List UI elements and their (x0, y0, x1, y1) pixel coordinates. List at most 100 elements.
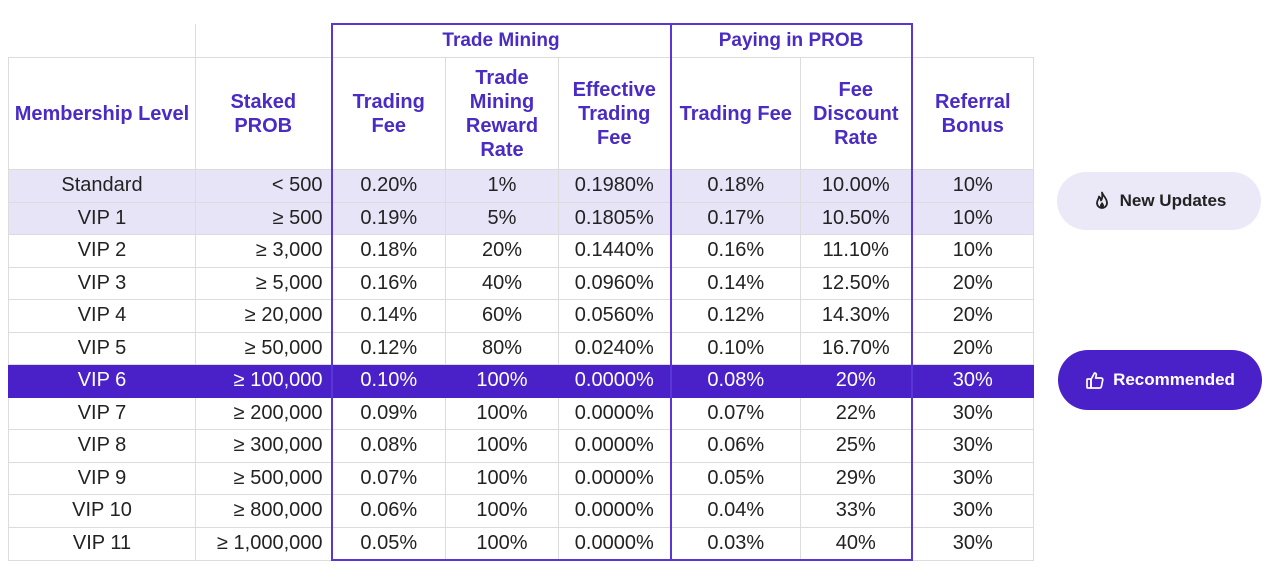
group-spacer (911, 23, 1035, 58)
cell-tm-trading-fee: 0.09% (330, 396, 446, 430)
cell-referral-bonus: 30% (911, 429, 1035, 463)
cell-membership-level: VIP 5 (8, 331, 196, 365)
cell-pp-discount-rate: 12.50% (800, 266, 913, 300)
cell-tm-trading-fee: 0.05% (330, 526, 446, 561)
cell-membership-level: VIP 6 (8, 364, 196, 398)
fee-tier-table: Trade Mining Paying in PROB Membership L… (8, 23, 1035, 561)
cell-tm-trading-fee: 0.20% (330, 169, 446, 203)
cell-staked-prob: ≥ 800,000 (195, 494, 332, 528)
cell-tm-effective-fee: 0.0000% (557, 429, 672, 463)
cell-membership-level: VIP 8 (8, 429, 196, 463)
cell-pp-trading-fee: 0.10% (669, 331, 802, 365)
cell-staked-prob: ≥ 500,000 (195, 461, 332, 495)
cell-pp-trading-fee: 0.17% (669, 201, 802, 235)
cell-staked-prob: ≥ 5,000 (195, 266, 332, 300)
cell-referral-bonus: 30% (911, 494, 1035, 528)
cell-tm-effective-fee: 0.0000% (557, 494, 672, 528)
new-updates-label: New Updates (1119, 191, 1227, 210)
cell-membership-level: VIP 10 (8, 494, 196, 528)
recommended-button[interactable]: Recommended (1058, 350, 1262, 410)
cell-tm-reward-rate: 100% (445, 364, 559, 398)
cell-membership-level: VIP 7 (8, 396, 196, 430)
cell-tm-reward-rate: 80% (445, 331, 559, 365)
cell-referral-bonus: 30% (911, 461, 1035, 495)
cell-membership-level: VIP 2 (8, 234, 196, 268)
cell-tm-reward-rate: 100% (445, 429, 559, 463)
cell-tm-effective-fee: 0.1980% (557, 169, 672, 203)
cell-membership-level: VIP 9 (8, 461, 196, 495)
cell-tm-effective-fee: 0.0000% (557, 364, 672, 398)
cell-pp-discount-rate: 16.70% (800, 331, 913, 365)
cell-tm-trading-fee: 0.12% (330, 331, 446, 365)
table-row: VIP 11 ≥ 1,000,000 0.05% 100% 0.0000% 0.03% 40… (8, 526, 1035, 561)
cell-tm-effective-fee: 0.1805% (557, 201, 672, 235)
cell-tm-reward-rate: 20% (445, 234, 559, 268)
header-tm-trading-fee: Trading Fee (330, 57, 446, 170)
cell-pp-discount-rate: 29% (800, 461, 913, 495)
cell-referral-bonus: 10% (911, 169, 1035, 203)
table-row: VIP 4 ≥ 20,000 0.14% 60% 0.0560% 0.12% 14.30% 2… (8, 299, 1035, 333)
cell-tm-reward-rate: 1% (445, 169, 559, 203)
header-pp-discount-rate: Fee Discount Rate (800, 57, 913, 170)
cell-tm-effective-fee: 0.0000% (557, 526, 672, 561)
cell-pp-trading-fee: 0.14% (669, 266, 802, 300)
cell-pp-discount-rate: 40% (800, 526, 913, 561)
header-referral-bonus: Referral Bonus (911, 57, 1035, 170)
cell-tm-reward-rate: 100% (445, 526, 559, 561)
cell-referral-bonus: 10% (911, 234, 1035, 268)
cell-membership-level: VIP 3 (8, 266, 196, 300)
fire-icon (1092, 191, 1112, 211)
cell-pp-trading-fee: 0.18% (669, 169, 802, 203)
group-header-row: Trade Mining Paying in PROB (8, 23, 1035, 58)
cell-pp-trading-fee: 0.16% (669, 234, 802, 268)
cell-pp-trading-fee: 0.03% (669, 526, 802, 561)
cell-staked-prob: < 500 (195, 169, 332, 203)
cell-membership-level: VIP 1 (8, 201, 196, 235)
cell-pp-discount-rate: 10.00% (800, 169, 913, 203)
table-row: VIP 8 ≥ 300,000 0.08% 100% 0.0000% 0.06% 25% 30… (8, 429, 1035, 463)
thumbs-up-icon (1085, 370, 1105, 390)
header-pp-trading-fee: Trading Fee (669, 57, 802, 170)
cell-tm-trading-fee: 0.16% (330, 266, 446, 300)
cell-staked-prob: ≥ 1,000,000 (195, 526, 332, 561)
group-spacer (195, 23, 332, 58)
cell-referral-bonus: 10% (911, 201, 1035, 235)
group-paying-in-prob: Paying in PROB (669, 23, 913, 58)
cell-pp-discount-rate: 11.10% (800, 234, 913, 268)
cell-pp-discount-rate: 14.30% (800, 299, 913, 333)
cell-tm-trading-fee: 0.18% (330, 234, 446, 268)
table-row: VIP 5 ≥ 50,000 0.12% 80% 0.0240% 0.10% 16.70% 2… (8, 331, 1035, 365)
cell-tm-effective-fee: 0.1440% (557, 234, 672, 268)
table-row: VIP 1 ≥ 500 0.19% 5% 0.1805% 0.17% 10.50% 10% (8, 201, 1035, 235)
cell-tm-effective-fee: 0.0560% (557, 299, 672, 333)
cell-referral-bonus: 20% (911, 266, 1035, 300)
table-row: VIP 10 ≥ 800,000 0.06% 100% 0.0000% 0.04% 33% 3… (8, 494, 1035, 528)
cell-tm-reward-rate: 5% (445, 201, 559, 235)
header-staked-prob: Staked PROB (195, 57, 332, 170)
cell-tm-reward-rate: 100% (445, 461, 559, 495)
recommended-label: Recommended (1113, 370, 1235, 389)
cell-pp-trading-fee: 0.04% (669, 494, 802, 528)
cell-referral-bonus: 30% (911, 526, 1035, 561)
cell-membership-level: VIP 11 (8, 526, 196, 561)
cell-tm-reward-rate: 100% (445, 396, 559, 430)
cell-tm-effective-fee: 0.0960% (557, 266, 672, 300)
cell-tm-effective-fee: 0.0000% (557, 396, 672, 430)
cell-membership-level: Standard (8, 169, 196, 203)
cell-tm-reward-rate: 40% (445, 266, 559, 300)
cell-staked-prob: ≥ 300,000 (195, 429, 332, 463)
table-row: VIP 3 ≥ 5,000 0.16% 40% 0.0960% 0.14% 12.50% 20… (8, 266, 1035, 300)
cell-referral-bonus: 20% (911, 331, 1035, 365)
table-row: VIP 6 ≥ 100,000 0.10% 100% 0.0000% 0.08% 20% 30… (8, 364, 1035, 398)
cell-referral-bonus: 30% (911, 396, 1035, 430)
cell-tm-trading-fee: 0.08% (330, 429, 446, 463)
new-updates-button[interactable]: New Updates (1057, 172, 1261, 230)
cell-staked-prob: ≥ 50,000 (195, 331, 332, 365)
header-tm-reward-rate: Trade Mining Reward Rate (445, 57, 559, 170)
cell-pp-discount-rate: 10.50% (800, 201, 913, 235)
cell-tm-trading-fee: 0.06% (330, 494, 446, 528)
cell-staked-prob: ≥ 3,000 (195, 234, 332, 268)
table-row: VIP 9 ≥ 500,000 0.07% 100% 0.0000% 0.05% 29% 30… (8, 461, 1035, 495)
cell-tm-effective-fee: 0.0240% (557, 331, 672, 365)
